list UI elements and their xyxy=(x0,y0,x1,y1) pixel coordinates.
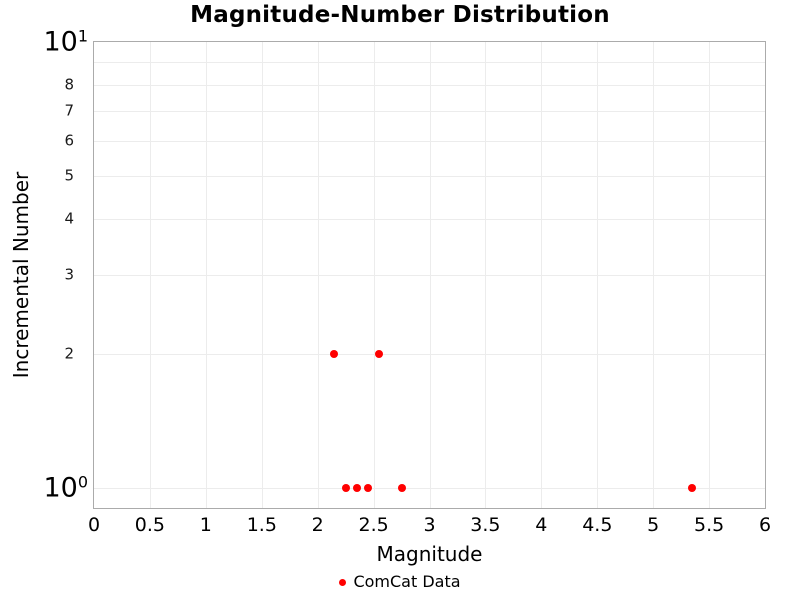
x-tick-label: 1 xyxy=(199,514,212,536)
gridline-horizontal xyxy=(94,353,765,355)
gridline-horizontal xyxy=(94,140,765,142)
legend: ComCat Data xyxy=(0,572,800,592)
y-tick-label: 2 xyxy=(64,344,74,362)
x-tick-label: 0.5 xyxy=(134,514,165,536)
x-tick-label: 5 xyxy=(647,514,660,536)
legend-marker-circle-icon xyxy=(339,578,347,586)
x-tick-label: 4 xyxy=(535,514,548,536)
gridline-horizontal xyxy=(94,275,765,276)
x-tick-label: 4.5 xyxy=(582,514,613,536)
data-point xyxy=(352,483,361,492)
y-tick-label: 5 xyxy=(64,166,74,185)
x-tick-label: 3 xyxy=(423,514,436,536)
gridline-horizontal xyxy=(94,85,765,87)
y-tick-label: 3 xyxy=(64,265,74,284)
data-point xyxy=(688,483,697,492)
x-tick-label: 2.5 xyxy=(358,514,389,536)
data-point xyxy=(341,483,350,492)
legend-label: ComCat Data xyxy=(353,572,461,591)
plot-area xyxy=(93,41,766,509)
x-tick-label: 6 xyxy=(758,514,772,536)
gridline-horizontal xyxy=(94,487,765,489)
x-tick-label: 2 xyxy=(311,514,324,536)
y-tick-label: 7 xyxy=(64,101,74,120)
data-point xyxy=(397,483,406,492)
y-tick-exponent: 0 xyxy=(77,472,88,492)
data-point xyxy=(375,349,384,358)
y-tick-mantissa: 10 xyxy=(43,472,78,504)
y-tick-label: 4 xyxy=(64,209,74,228)
y-tick-exponent: 1 xyxy=(77,26,88,46)
data-point xyxy=(330,349,339,358)
gridline-horizontal xyxy=(94,176,765,178)
x-axis-label: Magnitude xyxy=(376,542,483,566)
y-tick-label: 6 xyxy=(64,131,74,150)
y-tick-label-major: 100 xyxy=(43,472,88,504)
y-tick-label-major: 101 xyxy=(43,26,88,58)
gridline-horizontal xyxy=(94,62,765,64)
x-tick-label: 3.5 xyxy=(470,514,501,536)
chart-title: Magnitude-Number Distribution xyxy=(190,2,610,28)
gridline-horizontal xyxy=(94,219,765,221)
x-tick-label: 0 xyxy=(87,514,101,536)
y-axis-label: Incremental Number xyxy=(9,171,33,379)
gridline-horizontal xyxy=(94,111,765,112)
x-tick-label: 1.5 xyxy=(246,514,277,536)
y-tick-label: 8 xyxy=(64,75,74,94)
x-tick-label: 5.5 xyxy=(693,514,725,536)
y-tick-mantissa: 10 xyxy=(43,26,78,58)
data-point xyxy=(364,483,372,492)
